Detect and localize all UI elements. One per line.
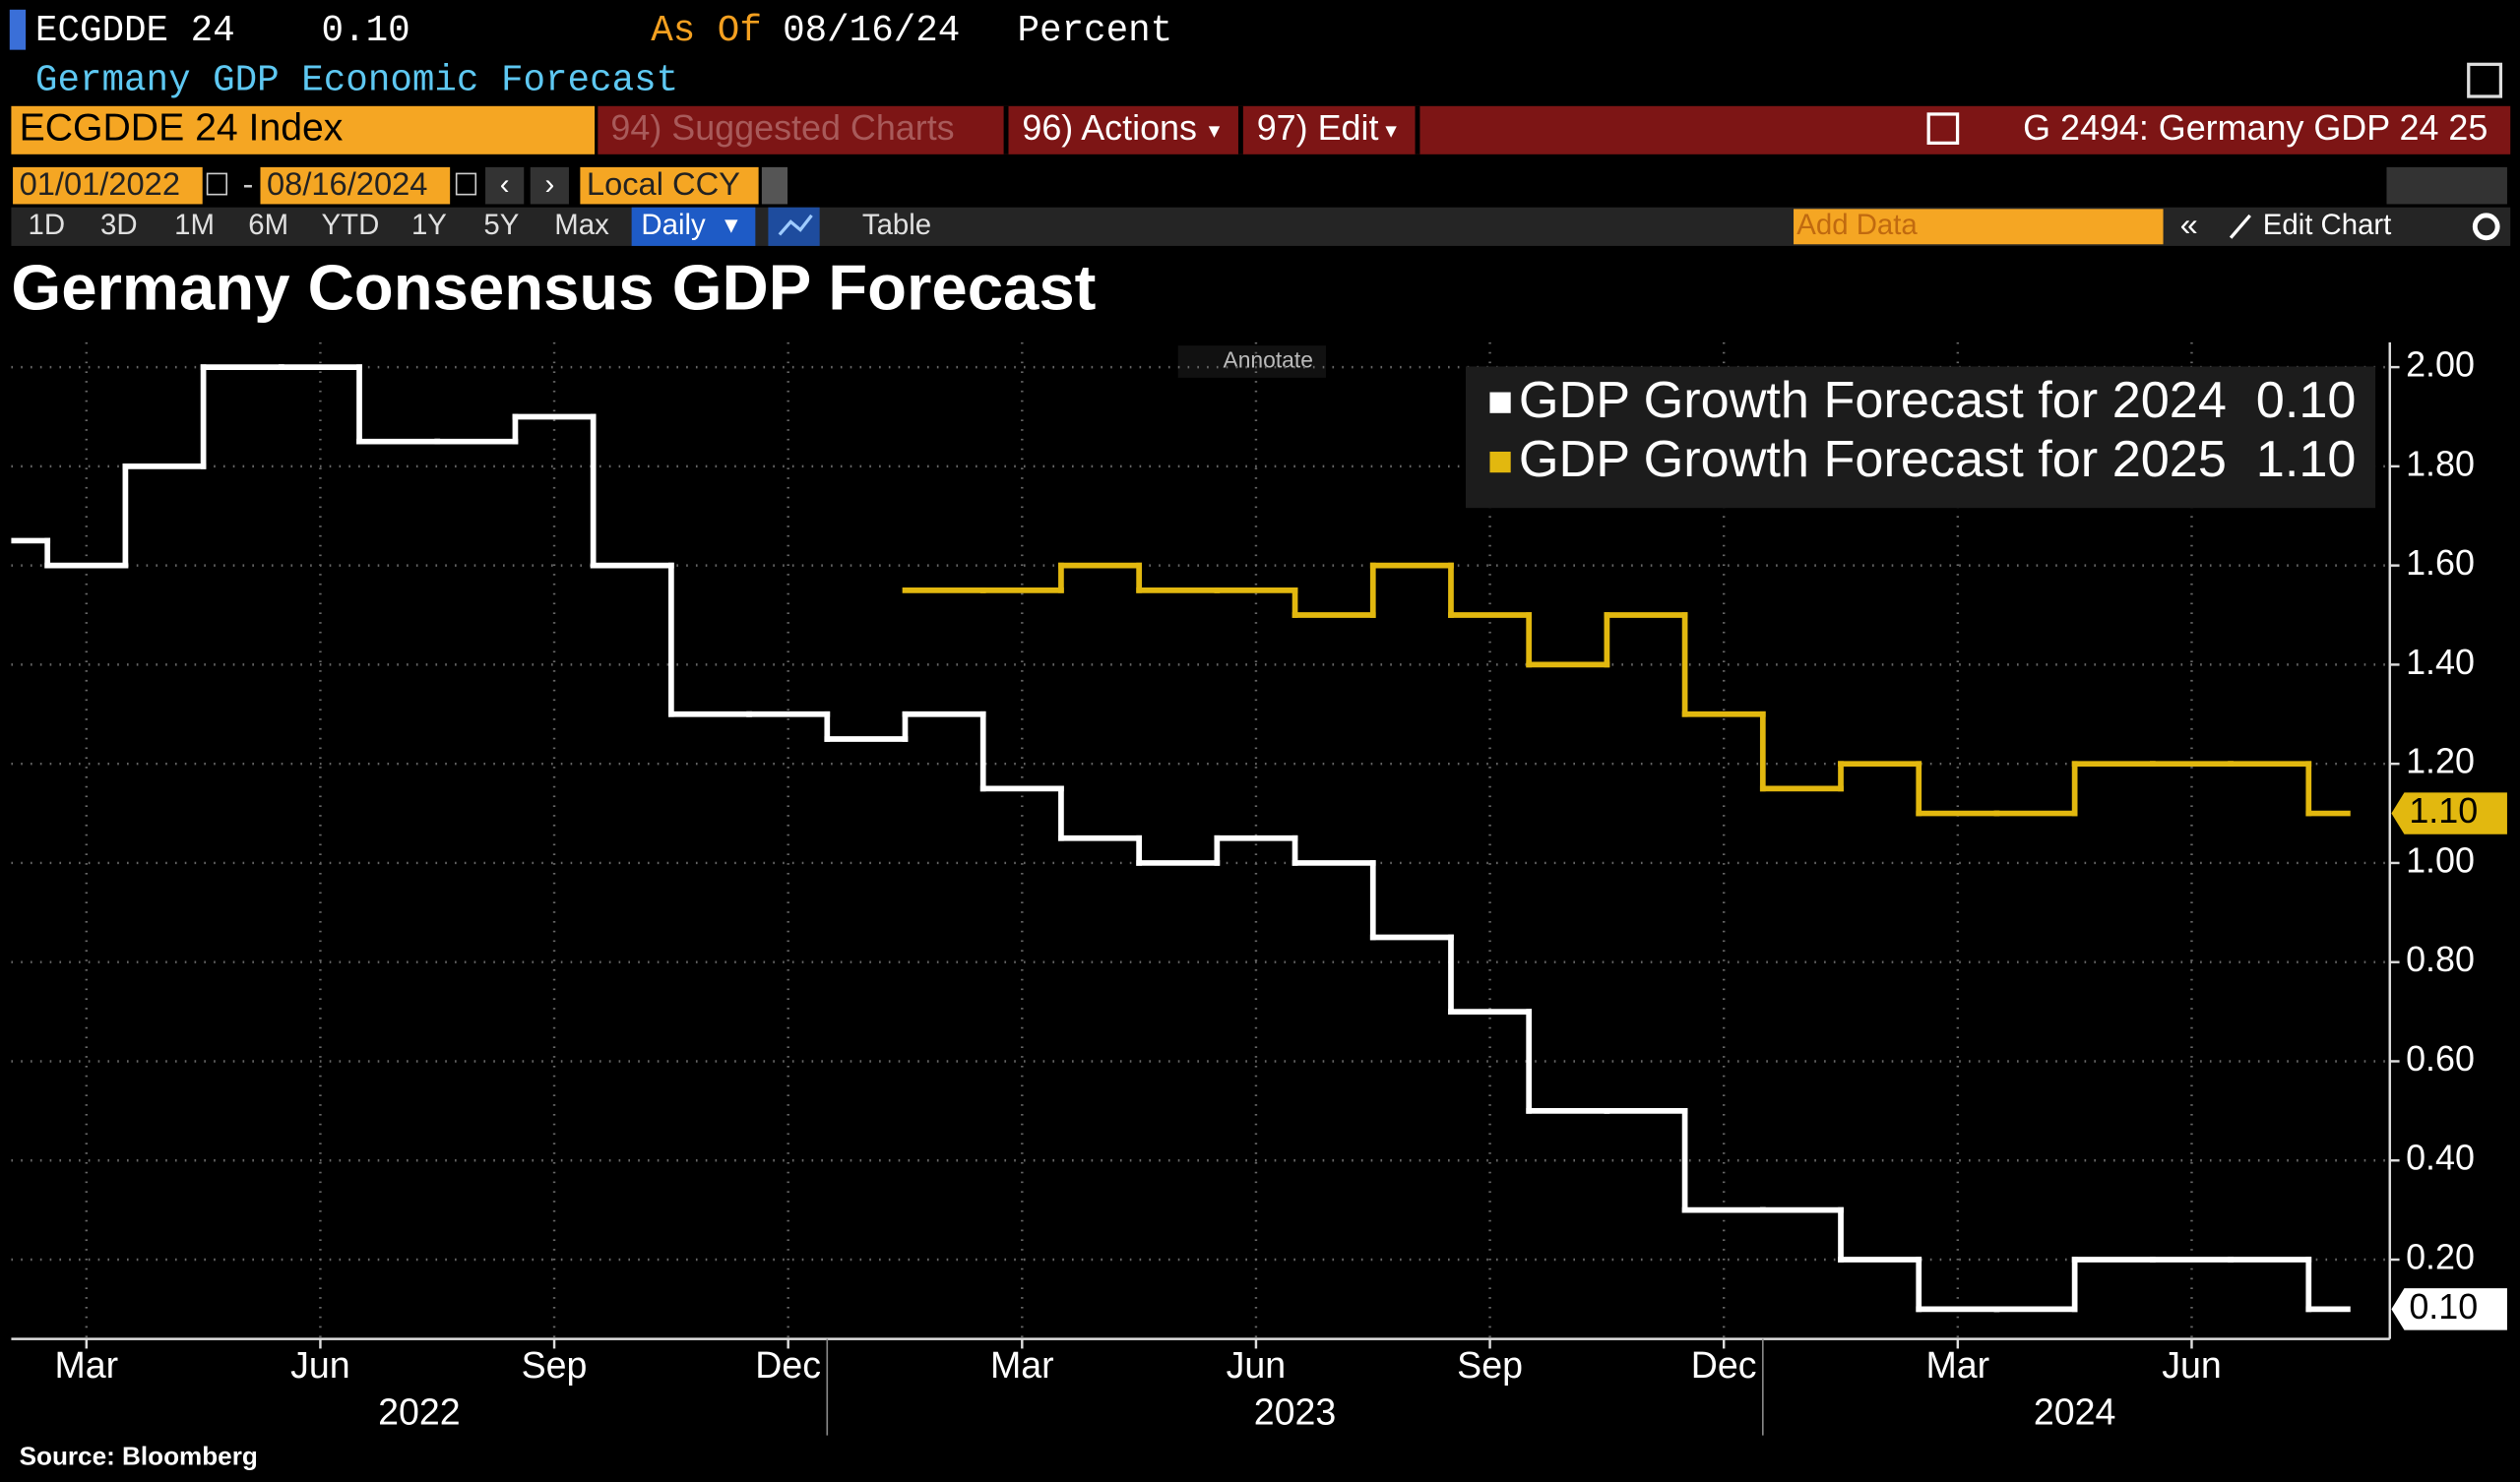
x-tick-label: Mar bbox=[1926, 1344, 1990, 1386]
period-button[interactable]: 1D bbox=[29, 209, 66, 241]
pencil-icon bbox=[2229, 214, 2251, 239]
dropdown-arrow: ▾ bbox=[1209, 117, 1221, 143]
value-tag bbox=[2391, 1288, 2507, 1330]
year-label: 2024 bbox=[2034, 1390, 2116, 1432]
x-tick-label: Mar bbox=[54, 1344, 118, 1386]
y-tick-label: 0.60 bbox=[2406, 1038, 2475, 1079]
prev-button[interactable] bbox=[485, 166, 525, 205]
start-date-field[interactable] bbox=[13, 166, 203, 205]
security-field[interactable] bbox=[11, 105, 596, 154]
add-data: Add Data bbox=[1796, 209, 1918, 241]
ticker-marker bbox=[9, 9, 27, 50]
year-label: 2023 bbox=[1254, 1390, 1337, 1432]
axes: 0.20 0.40 0.60 0.80 1.00 1.20 1.40 1.60 1.80 2.00… bbox=[11, 341, 2507, 1436]
legend-label: GDP Growth Forecast for 2024 bbox=[1519, 372, 2227, 429]
year-label: 2022 bbox=[378, 1390, 461, 1432]
popout-icon[interactable] bbox=[2467, 62, 2503, 98]
period-button[interactable]: Max bbox=[554, 209, 609, 241]
period-buttons: 1D 3D 1M 6M YTD 1Y 5Y Max bbox=[29, 209, 610, 241]
x-tick-label: Dec bbox=[1691, 1344, 1757, 1386]
actions-menu[interactable]: 96) Actions bbox=[1022, 107, 1197, 148]
units: Percent bbox=[1017, 11, 1172, 52]
currency-field[interactable] bbox=[580, 166, 759, 205]
prev-arrow: ‹ bbox=[500, 168, 510, 201]
legend-swatch bbox=[1489, 451, 1511, 473]
y-tick-label: 0.40 bbox=[2406, 1138, 2475, 1178]
chart-type-icon bbox=[778, 214, 813, 236]
end-date-field[interactable] bbox=[260, 166, 451, 205]
security: ECGDDE 24 Index bbox=[20, 107, 344, 150]
x-tick-label: Dec bbox=[755, 1344, 821, 1386]
end-date: 08/16/2024 bbox=[267, 165, 427, 202]
chart-title: Germany Consensus GDP Forecast bbox=[11, 252, 1096, 324]
legend: GDP Growth Forecast for 2024 0.10 GDP Grow… bbox=[1465, 366, 2376, 509]
menu-bar bbox=[598, 105, 2511, 154]
legend-label: GDP Growth Forecast for 2025 bbox=[1519, 431, 2227, 488]
y-tick-label: 0.20 bbox=[2406, 1236, 2475, 1276]
as-of-label: As Of bbox=[651, 11, 762, 52]
description: Germany GDP Economic Forecast bbox=[35, 61, 678, 102]
launch-icon[interactable] bbox=[1926, 112, 1960, 146]
suggested-charts[interactable]: 94) Suggested Charts bbox=[610, 107, 954, 148]
y-tick-label: 1.80 bbox=[2406, 443, 2475, 483]
undo-redo[interactable] bbox=[2386, 166, 2507, 205]
y-tick-label: 1.00 bbox=[2406, 839, 2475, 880]
x-tick-label: Jun bbox=[1227, 1344, 1287, 1386]
legend-value: 1.10 bbox=[2256, 431, 2357, 488]
source: Source: Bloomberg bbox=[20, 1441, 258, 1470]
ticker: ECGDDE 24 bbox=[35, 11, 235, 52]
as-of-date: 08/16/24 bbox=[783, 11, 960, 52]
value-tag bbox=[2391, 792, 2507, 834]
frequency-button[interactable] bbox=[631, 207, 756, 246]
period-button[interactable]: 5Y bbox=[483, 209, 519, 241]
currency-dropdown[interactable] bbox=[761, 166, 788, 205]
dropdown-arrow: ▾ bbox=[1385, 117, 1397, 143]
value-tag-label: 1.10 bbox=[2409, 790, 2478, 831]
next-button[interactable] bbox=[530, 166, 569, 205]
legend-box bbox=[1465, 366, 2376, 509]
legend-swatch bbox=[1489, 392, 1511, 413]
add-data-field[interactable] bbox=[1794, 209, 2164, 245]
next-arrow: › bbox=[544, 168, 554, 201]
period-button[interactable]: 1M bbox=[174, 209, 215, 241]
period-button[interactable]: 6M bbox=[248, 209, 288, 241]
chart-type-button[interactable] bbox=[768, 207, 820, 246]
legend-value: 0.10 bbox=[2256, 372, 2357, 429]
x-tick-label: Mar bbox=[990, 1344, 1054, 1386]
x-tick-label: Jun bbox=[2162, 1344, 2222, 1386]
y-tick-label: 1.20 bbox=[2406, 741, 2475, 781]
y-tick-label: 0.80 bbox=[2406, 939, 2475, 979]
table-button[interactable]: Table bbox=[862, 209, 931, 241]
x-tick-label: Sep bbox=[1457, 1344, 1523, 1386]
frequency: Daily bbox=[641, 209, 706, 241]
dropdown-arrow: ▼ bbox=[721, 212, 743, 237]
edit-chart[interactable]: Edit Chart bbox=[2263, 209, 2392, 241]
collapse-icon[interactable]: « bbox=[2180, 206, 2198, 242]
edit-menu[interactable]: 97) Edit bbox=[1257, 107, 1379, 148]
x-tick-label: Sep bbox=[522, 1344, 588, 1386]
value-tag-label: 0.10 bbox=[2409, 1286, 2478, 1327]
period-button[interactable]: 3D bbox=[100, 209, 138, 241]
plot-lines bbox=[11, 364, 2351, 1313]
currency: Local CCY bbox=[587, 165, 740, 202]
x-tick-label: Jun bbox=[290, 1344, 350, 1386]
y-tick-label: 1.40 bbox=[2406, 642, 2475, 682]
chart-id: G 2494: Germany GDP 24 25 bbox=[2023, 107, 2488, 148]
annotate-button[interactable] bbox=[1177, 345, 1326, 378]
start-date: 01/01/2022 bbox=[20, 165, 180, 202]
y-tick-label: 1.60 bbox=[2406, 542, 2475, 583]
calendar-icon[interactable] bbox=[455, 172, 477, 196]
grid bbox=[11, 341, 2387, 1339]
period-button[interactable]: YTD bbox=[322, 209, 380, 241]
period-button[interactable]: 1Y bbox=[411, 209, 447, 241]
y-tick-label: 2.00 bbox=[2406, 344, 2475, 385]
calendar-icon[interactable] bbox=[206, 172, 228, 196]
ticker-value: 0.10 bbox=[322, 11, 410, 52]
annotate: Annotate bbox=[1223, 347, 1313, 373]
settings-icon[interactable] bbox=[2472, 213, 2500, 241]
date-dash: - bbox=[243, 165, 254, 202]
